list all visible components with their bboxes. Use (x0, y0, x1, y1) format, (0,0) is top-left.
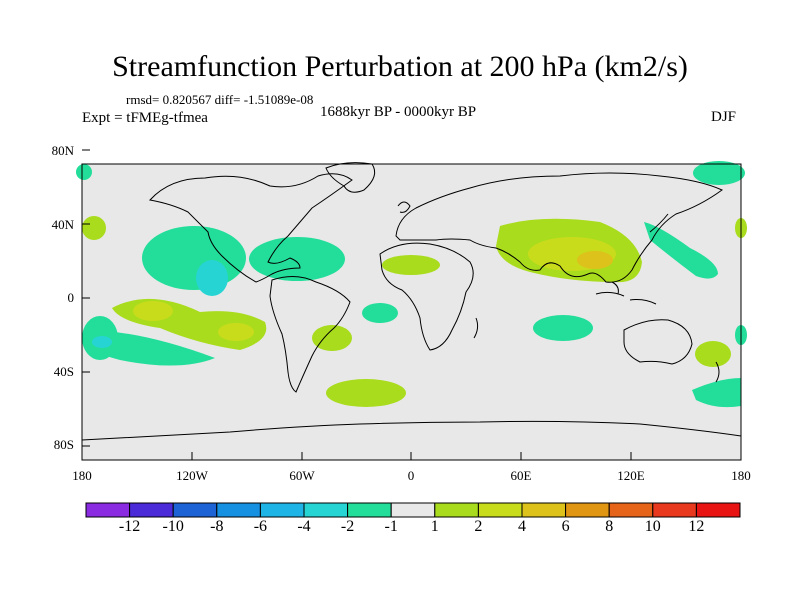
colorbar-swatch (521, 502, 567, 518)
colorbar-label: -2 (340, 518, 355, 535)
contour-pos-tropical-pacific-core-east (218, 323, 254, 341)
colorbar-label: 8 (605, 518, 614, 535)
plot-title: Streamfunction Perturbation at 200 hPa (… (112, 50, 688, 83)
lat-label-80s: 80S (53, 437, 74, 452)
contour-neg-caribbean (249, 237, 345, 281)
lon-label-180-west: 180 (72, 468, 92, 483)
colorbar (85, 502, 741, 518)
season-label: DJF (711, 109, 737, 125)
colorbar-swatch (477, 502, 523, 518)
lat-label-80n: 80N (51, 143, 74, 158)
coastline-japan (649, 213, 669, 233)
colorbar-label: -4 (297, 518, 311, 535)
coastline-eurasia (395, 172, 723, 283)
contour-neg-north-pacific-core (196, 260, 228, 296)
colorbar-label: 12 (688, 518, 705, 535)
colorbar-label: -6 (253, 518, 268, 535)
colorbar-swatch (652, 502, 697, 518)
colorbar-swatch (303, 502, 349, 518)
contour-neg-arctic-west (76, 164, 92, 180)
colorbar-swatch (129, 502, 174, 518)
colorbar-swatch (390, 502, 436, 518)
contour-neg-south-atlantic (362, 303, 398, 323)
time-period-label: 1688kyr BP - 0000kyr BP (320, 104, 477, 120)
contour-neg-south-pacific-core (92, 336, 112, 348)
coastline-north-america (149, 173, 353, 283)
colorbar-swatch (216, 502, 261, 518)
lon-label-60w: 60W (289, 468, 315, 483)
colorbar-swatch (85, 502, 131, 518)
coastline-uk (397, 201, 411, 213)
coastline-greenland (325, 162, 376, 193)
experiment-label: Expt = tFMEg-tfmea (82, 110, 208, 126)
colorbar-label: -1 (384, 518, 398, 535)
lat-label-40n: 40N (51, 217, 74, 232)
colorbar-label: 10 (644, 518, 661, 535)
colorbar-label: 6 (561, 518, 570, 535)
colorbar-swatch (565, 502, 610, 518)
coastline-antarctica (81, 420, 742, 441)
contour-pos-north-pacific-west (82, 216, 106, 240)
colorbar-label: 1 (430, 518, 439, 535)
colorbar-swatch (347, 502, 392, 518)
coastlines (81, 162, 742, 441)
contour-neg-south-pacific (84, 330, 215, 366)
colorbar-label: -12 (118, 518, 141, 535)
coastline-australia (623, 319, 693, 365)
colorbar-label: 2 (474, 518, 483, 535)
contour-pos-tropical-pacific-core-west (133, 301, 173, 321)
contour-pos-asia-max (577, 251, 613, 269)
contour-neg-southwest-pacific (692, 378, 741, 408)
contour-neg-arctic-pacific (693, 161, 745, 185)
colorbar-label: -10 (162, 518, 184, 535)
lon-label-120e: 120E (617, 468, 645, 483)
contour-pos-south-atlantic (326, 379, 406, 407)
colorbar-swatch (172, 502, 218, 518)
coastline-indonesia (595, 281, 657, 305)
coastline-new-zealand (715, 361, 720, 383)
axis-ticks (82, 149, 632, 460)
contour-neg-northwest-pacific (644, 222, 718, 279)
colorbar-label: -8 (210, 518, 224, 535)
lon-label-60e: 60E (510, 468, 532, 483)
lon-label-120w: 120W (176, 468, 208, 483)
colorbar-swatch (434, 502, 479, 518)
contour-pos-south-america (312, 325, 352, 351)
colorbar-swatch (259, 502, 305, 518)
lat-label-0: 0 (67, 290, 75, 305)
contour-neg-north-pacific (142, 226, 246, 290)
contour-pos-north-africa (382, 255, 440, 275)
anomaly-contours (76, 161, 747, 408)
coastline-south-america (269, 276, 351, 393)
lon-label-180-east: 180 (731, 468, 751, 483)
lon-label-0: 0 (407, 468, 415, 483)
colorbar-swatch (608, 502, 654, 518)
contour-pos-south-pacific-east (695, 341, 731, 367)
colorbar-label: 4 (518, 518, 526, 535)
colorbar-swatch (695, 502, 741, 518)
coastline-africa (379, 242, 474, 351)
rmsd-diff-stats: rmsd= 0.820567 diff= -1.51089e-08 (126, 92, 314, 107)
lat-label-40s: 40S (53, 364, 74, 379)
coastline-madagascar (473, 317, 479, 339)
contour-neg-indian-ocean (533, 315, 593, 341)
